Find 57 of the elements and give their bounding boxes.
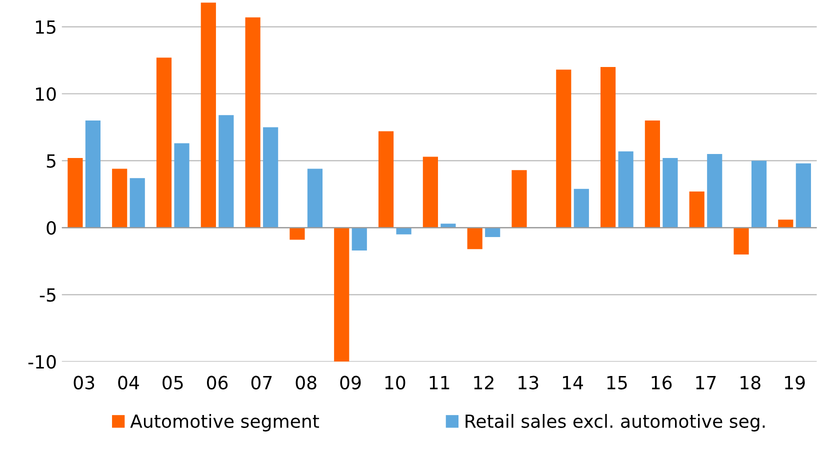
bar	[307, 168, 323, 228]
legend-label: Retail sales excl. automotive seg.	[466, 414, 765, 432]
bar	[263, 127, 278, 228]
bar	[644, 120, 660, 228]
x-tick-label: 19	[785, 376, 805, 390]
bar	[396, 228, 412, 234]
x-tick-label: 17	[696, 376, 716, 390]
bar	[574, 188, 589, 228]
bar	[689, 192, 704, 228]
bar	[600, 66, 616, 228]
bar	[618, 151, 634, 228]
bar	[174, 143, 190, 228]
y-tick-label: 10	[36, 87, 56, 101]
x-tick-label: 04	[118, 376, 139, 390]
x-tick-label: 14	[563, 376, 583, 390]
y-tick-label: 15	[36, 20, 56, 34]
x-tick-label: 18	[740, 376, 760, 390]
bar	[556, 70, 572, 228]
x-tick-label: 12	[474, 376, 494, 390]
bar	[245, 17, 260, 228]
x-tick-label: 09	[340, 376, 361, 390]
bar	[485, 228, 500, 238]
x-tick-label: 15	[607, 376, 627, 390]
bar	[68, 158, 83, 228]
x-tick-label: 10	[385, 376, 406, 390]
y-tick-label: 5	[46, 154, 56, 168]
x-tick-label: 07	[251, 376, 272, 390]
bar	[734, 228, 749, 254]
x-tick-label: 06	[206, 376, 228, 390]
x-tick-label: 08	[296, 376, 316, 390]
x-tick-label: 13	[518, 376, 538, 390]
bar	[85, 120, 101, 228]
bar	[467, 228, 482, 250]
bar	[707, 154, 722, 228]
y-tick-label: -5	[40, 288, 56, 302]
bar	[112, 168, 128, 228]
bar	[200, 2, 216, 228]
x-tick-label: 16	[652, 376, 672, 390]
bar	[130, 178, 145, 228]
bar	[796, 163, 811, 228]
x-tick-label: 03	[74, 376, 94, 390]
bar	[378, 131, 394, 228]
bar	[778, 220, 794, 228]
bar	[290, 228, 305, 240]
bar	[352, 228, 367, 250]
bar	[156, 58, 172, 228]
bar	[662, 158, 678, 228]
bar	[422, 156, 438, 228]
bar	[512, 170, 527, 228]
x-tick-label: 05	[162, 376, 183, 390]
bar	[751, 160, 767, 228]
bar	[218, 115, 234, 228]
bar	[334, 228, 350, 362]
y-tick-label: 0	[46, 221, 56, 235]
y-tick-label: -10	[28, 355, 56, 369]
x-tick-label: 11	[430, 376, 450, 390]
legend-label: Automotive segment	[130, 414, 320, 432]
